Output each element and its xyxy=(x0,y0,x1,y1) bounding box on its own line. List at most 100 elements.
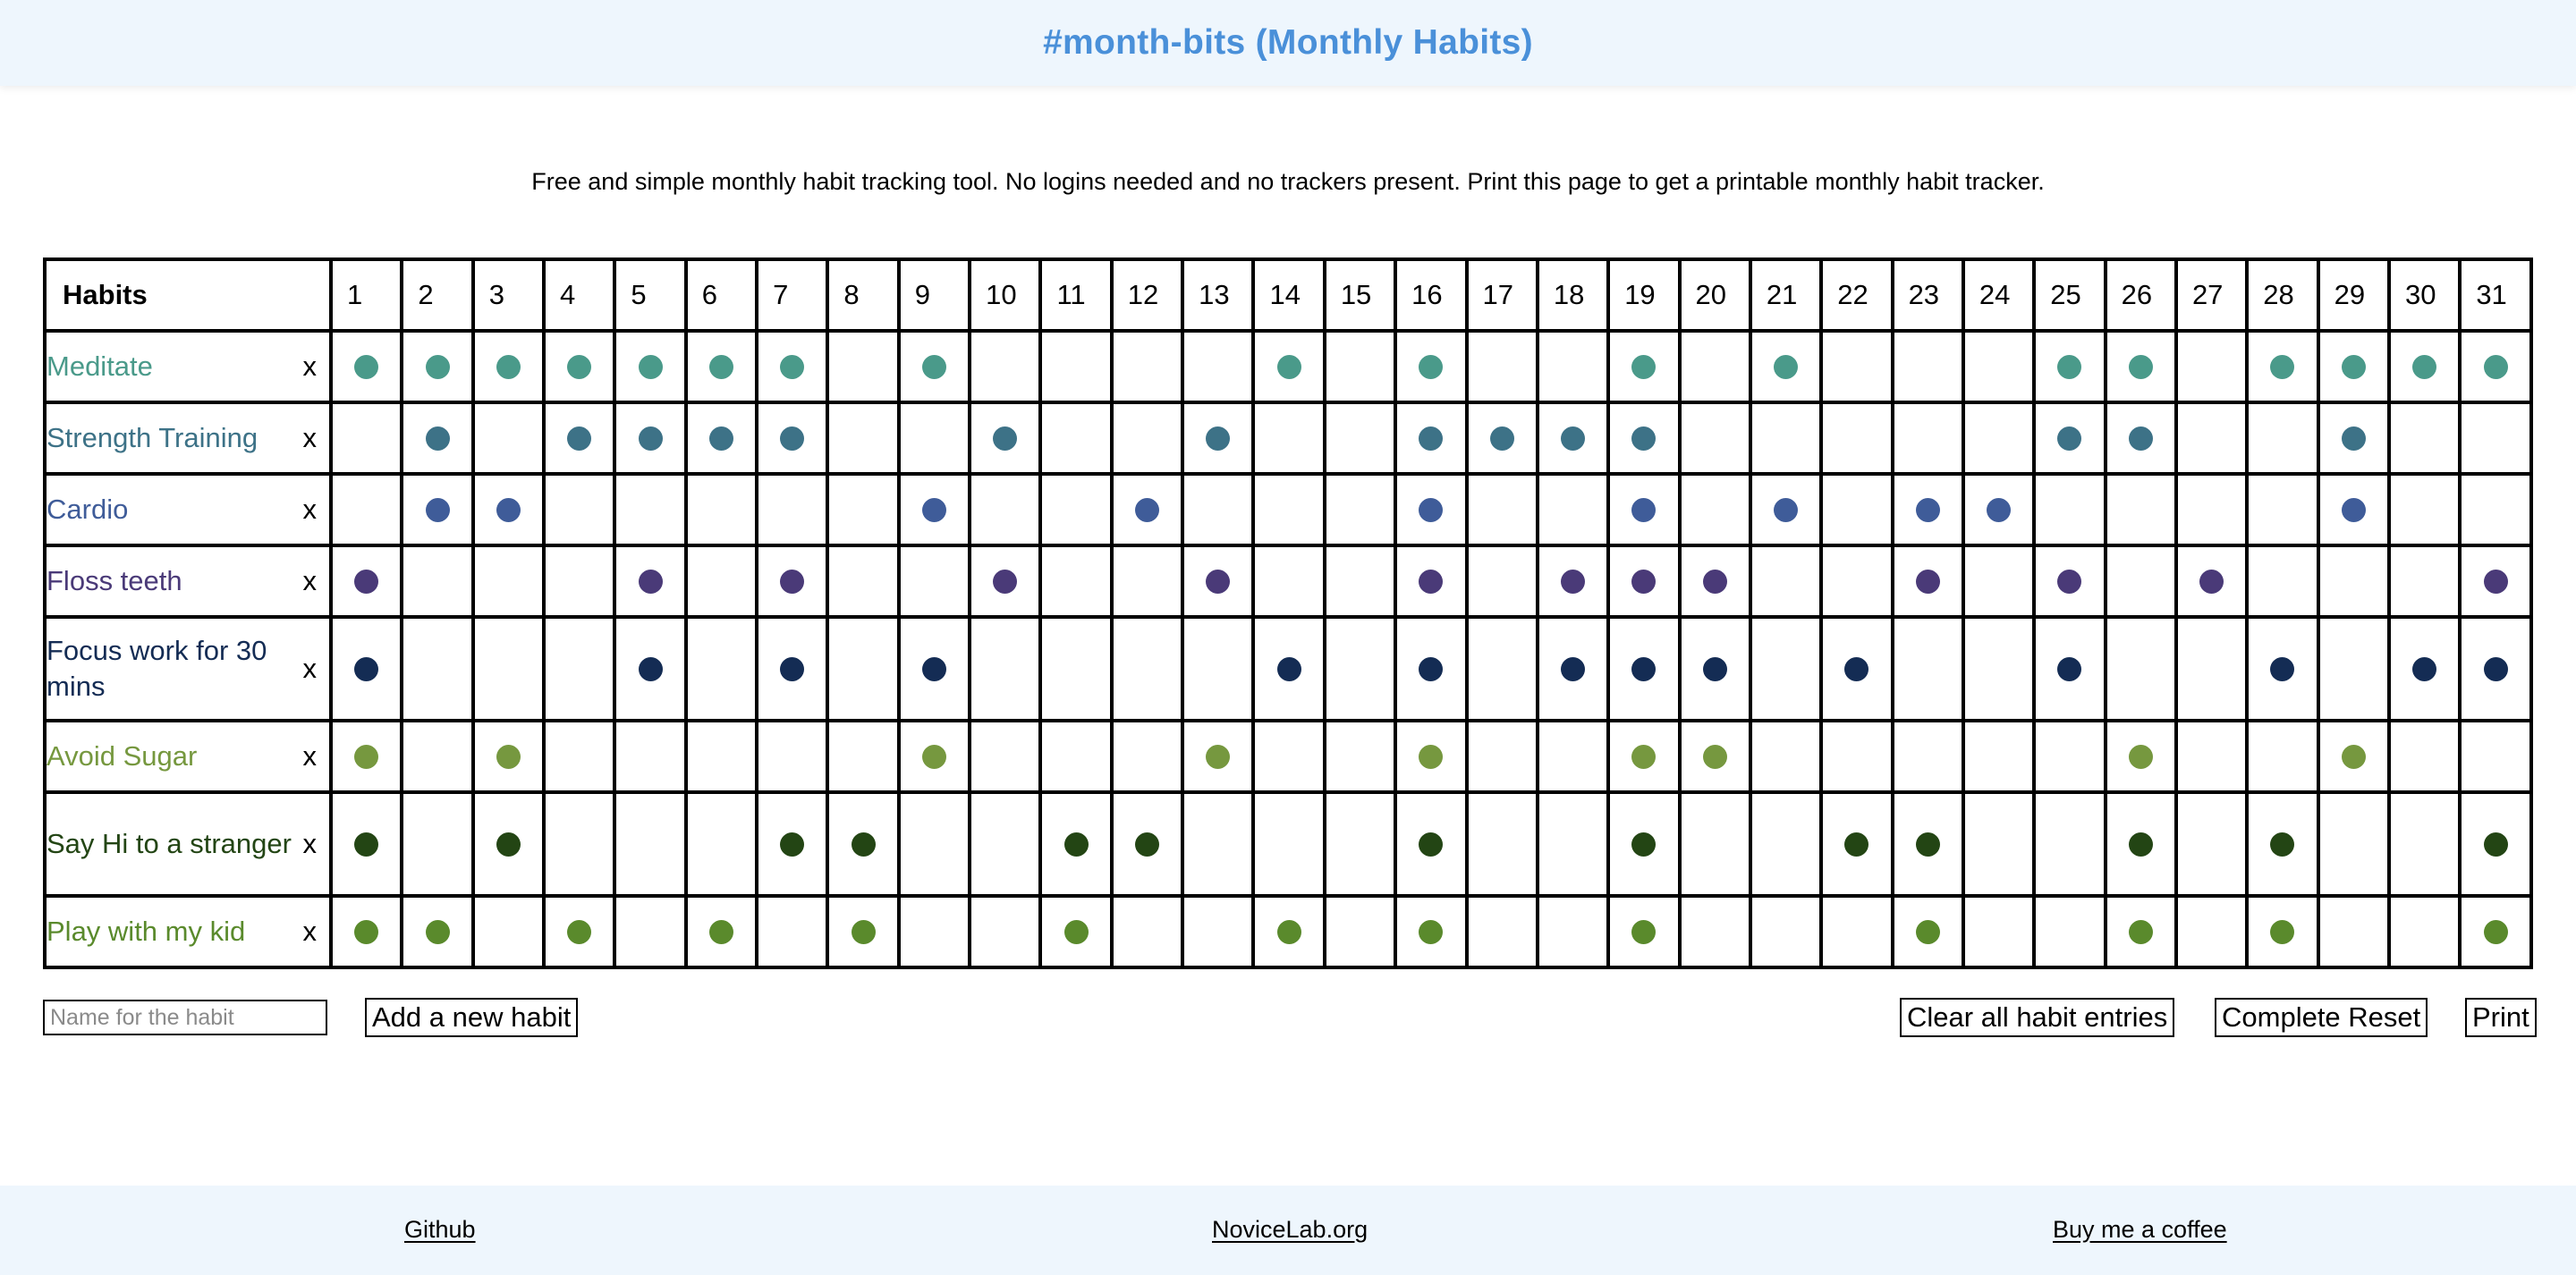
day-cell[interactable] xyxy=(2458,894,2533,969)
day-cell[interactable] xyxy=(1464,329,1539,404)
day-cell[interactable] xyxy=(1677,719,1752,794)
day-cell[interactable] xyxy=(683,894,759,969)
day-cell[interactable] xyxy=(2103,472,2178,547)
day-cell[interactable] xyxy=(1038,544,1114,619)
day-cell[interactable] xyxy=(1890,401,1965,476)
day-cell[interactable] xyxy=(1038,719,1114,794)
day-cell[interactable] xyxy=(542,615,617,722)
day-cell[interactable] xyxy=(1322,615,1398,722)
day-cell[interactable] xyxy=(2316,401,2391,476)
day-cell[interactable] xyxy=(2458,790,2533,898)
day-cell[interactable] xyxy=(755,544,830,619)
day-cell[interactable] xyxy=(328,894,404,969)
day-cell[interactable] xyxy=(968,544,1043,619)
day-cell[interactable] xyxy=(1961,472,2037,547)
day-cell[interactable] xyxy=(2174,719,2250,794)
day-cell[interactable] xyxy=(2458,329,2533,404)
day-cell[interactable] xyxy=(542,719,617,794)
day-cell[interactable] xyxy=(2032,401,2107,476)
day-cell[interactable] xyxy=(2174,401,2250,476)
day-cell[interactable] xyxy=(896,472,972,547)
day-cell[interactable] xyxy=(2032,329,2107,404)
day-cell[interactable] xyxy=(896,894,972,969)
day-cell[interactable] xyxy=(1677,615,1752,722)
day-cell[interactable] xyxy=(2032,790,2107,898)
day-cell[interactable] xyxy=(1394,894,1469,969)
day-cell[interactable] xyxy=(755,790,830,898)
day-cell[interactable] xyxy=(542,544,617,619)
day-cell[interactable] xyxy=(2103,790,2178,898)
day-cell[interactable] xyxy=(1038,894,1114,969)
day-cell[interactable] xyxy=(1961,544,2037,619)
day-cell[interactable] xyxy=(2386,894,2462,969)
day-cell[interactable] xyxy=(1748,790,1824,898)
day-cell[interactable] xyxy=(1464,719,1539,794)
day-cell[interactable] xyxy=(2386,472,2462,547)
day-cell[interactable] xyxy=(1535,544,1611,619)
day-cell[interactable] xyxy=(328,544,404,619)
day-cell[interactable] xyxy=(1322,790,1398,898)
day-cell[interactable] xyxy=(1819,329,1894,404)
day-cell[interactable] xyxy=(683,790,759,898)
day-cell[interactable] xyxy=(1606,401,1682,476)
remove-habit-button[interactable]: x xyxy=(302,740,318,772)
day-cell[interactable] xyxy=(1251,472,1326,547)
day-cell[interactable] xyxy=(1677,894,1752,969)
day-cell[interactable] xyxy=(755,719,830,794)
day-cell[interactable] xyxy=(2174,329,2250,404)
day-cell[interactable] xyxy=(1748,894,1824,969)
day-cell[interactable] xyxy=(1181,615,1256,722)
day-cell[interactable] xyxy=(1181,329,1256,404)
day-cell[interactable] xyxy=(2245,790,2320,898)
day-cell[interactable] xyxy=(1819,472,1894,547)
day-cell[interactable] xyxy=(1535,615,1611,722)
day-cell[interactable] xyxy=(328,329,404,404)
print-button[interactable]: Print xyxy=(2465,998,2537,1037)
day-cell[interactable] xyxy=(470,894,547,969)
clear-entries-button[interactable]: Clear all habit entries xyxy=(1900,998,2175,1037)
day-cell[interactable] xyxy=(1109,790,1185,898)
day-cell[interactable] xyxy=(542,329,617,404)
day-cell[interactable] xyxy=(1748,401,1824,476)
day-cell[interactable] xyxy=(968,329,1043,404)
day-cell[interactable] xyxy=(542,790,617,898)
remove-habit-button[interactable]: x xyxy=(302,916,318,947)
day-cell[interactable] xyxy=(2032,615,2107,722)
day-cell[interactable] xyxy=(2032,472,2107,547)
day-cell[interactable] xyxy=(2316,472,2391,547)
day-cell[interactable] xyxy=(470,401,547,476)
day-cell[interactable] xyxy=(470,329,547,404)
day-cell[interactable] xyxy=(1677,401,1752,476)
day-cell[interactable] xyxy=(2458,719,2533,794)
day-cell[interactable] xyxy=(1038,329,1114,404)
day-cell[interactable] xyxy=(1890,894,1965,969)
day-cell[interactable] xyxy=(1394,329,1469,404)
day-cell[interactable] xyxy=(2245,472,2320,547)
day-cell[interactable] xyxy=(755,401,830,476)
day-cell[interactable] xyxy=(1251,401,1326,476)
day-cell[interactable] xyxy=(2174,472,2250,547)
day-cell[interactable] xyxy=(328,472,404,547)
day-cell[interactable] xyxy=(470,544,547,619)
day-cell[interactable] xyxy=(1464,790,1539,898)
day-cell[interactable] xyxy=(1038,401,1114,476)
day-cell[interactable] xyxy=(2032,719,2107,794)
day-cell[interactable] xyxy=(2245,329,2320,404)
day-cell[interactable] xyxy=(1322,401,1398,476)
day-cell[interactable] xyxy=(1109,719,1185,794)
day-cell[interactable] xyxy=(1181,544,1256,619)
day-cell[interactable] xyxy=(1606,719,1682,794)
day-cell[interactable] xyxy=(826,329,901,404)
day-cell[interactable] xyxy=(1109,544,1185,619)
remove-habit-button[interactable]: x xyxy=(302,422,318,453)
day-cell[interactable] xyxy=(2245,615,2320,722)
day-cell[interactable] xyxy=(2386,329,2462,404)
day-cell[interactable] xyxy=(2316,894,2391,969)
day-cell[interactable] xyxy=(968,790,1043,898)
day-cell[interactable] xyxy=(683,401,759,476)
day-cell[interactable] xyxy=(2103,719,2178,794)
remove-habit-button[interactable]: x xyxy=(302,653,318,684)
day-cell[interactable] xyxy=(896,329,972,404)
day-cell[interactable] xyxy=(328,401,404,476)
day-cell[interactable] xyxy=(1748,719,1824,794)
